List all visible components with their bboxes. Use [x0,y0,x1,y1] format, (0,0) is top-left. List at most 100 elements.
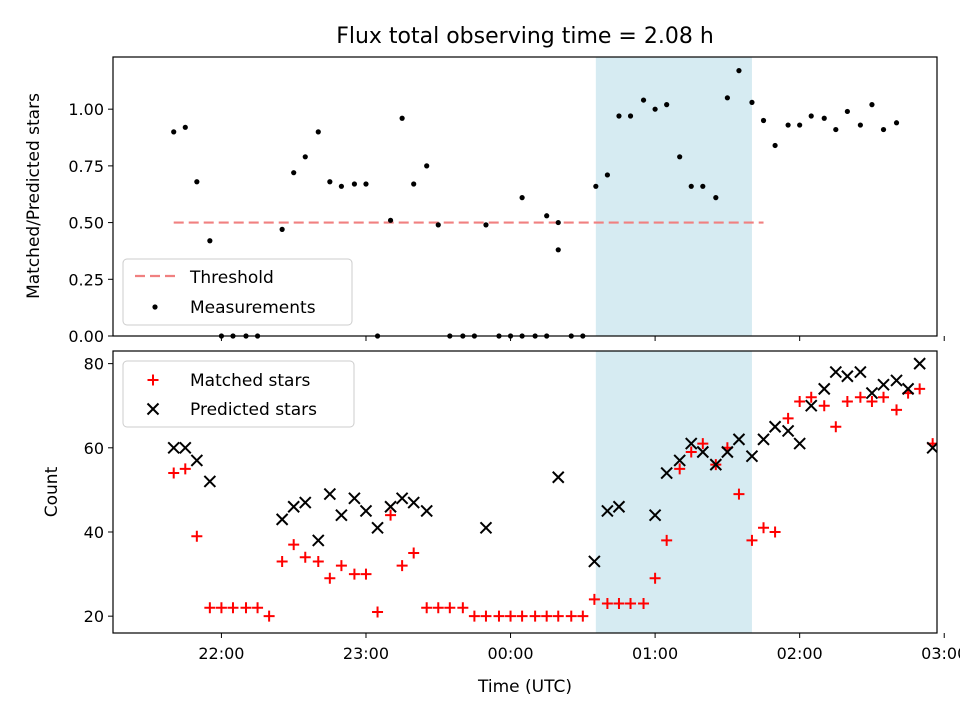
measurement-point [808,113,814,119]
matched-star-point [674,463,686,475]
measurement-point [279,226,285,232]
predicted-star-point [793,437,806,450]
measurement-point [749,99,755,105]
measurement-point [677,154,683,160]
measurement-point [519,195,525,201]
measurement-point [844,108,850,115]
predicted-star-point [829,365,843,379]
predicted-star-point [648,508,662,522]
measurement-point [713,195,719,201]
legend-predicted-swatch [146,402,160,416]
y-tick-label: 60 [84,439,104,458]
matched-star-point [758,522,770,534]
series-layer [167,357,937,622]
matched-star-point [299,551,311,563]
matched-star-point [252,602,264,614]
measurement-point [593,183,599,189]
measurement-point [857,122,863,128]
measurement-point [182,124,188,130]
bottom-legend: Matched stars Predicted stars [122,360,355,428]
predicted-star-point [479,521,493,534]
matched-star-point [288,539,300,551]
legend-predicted-label: Predicted stars [190,400,317,420]
predicted-star-point [552,471,565,484]
matched-star-point [372,606,384,618]
matched-star-point [276,555,288,567]
matched-star-point [649,572,661,584]
measurement-point [627,113,634,119]
measurement-point [724,95,730,101]
measurement-point [338,183,345,189]
legend-matched-label: Matched stars [190,371,310,391]
matched-star-point [191,530,203,542]
predicted-star-point [721,445,734,459]
predicted-star-point [179,441,192,455]
matched-star-point [457,602,469,614]
predicted-star-point [275,513,289,526]
matched-star-point [782,412,794,424]
legend-matched-swatch [147,374,159,386]
measurement-point [544,213,550,219]
y-tick-label: 80 [84,355,104,374]
predicted-star-point [696,445,710,459]
predicted-star-point [781,424,795,438]
measurement-point [893,120,900,126]
predicted-star-point [685,437,698,450]
measurement-point [315,129,321,135]
y-tick-label: 0.25 [68,270,104,289]
legend-threshold-label: Threshold [189,268,274,288]
measurement-point [785,122,791,128]
predicted-star-point [395,492,409,505]
measurement-point [351,181,358,187]
predicted-star-point [901,382,915,396]
matched-star-point [891,404,903,416]
matched-star-point [601,598,613,610]
legend-box [122,360,355,428]
matched-star-point [227,602,239,614]
matched-star-point [444,602,456,614]
chart-title: Flux total observing time = 2.08 h [336,24,714,49]
matched-star-point [685,446,697,458]
predicted-star-point [371,521,384,534]
matched-star-point [565,610,577,622]
y-tick-label: 0.75 [68,157,104,176]
predicted-star-point [203,475,217,488]
matched-star-point [577,610,589,622]
y-tick-label: 40 [84,523,104,542]
matched-star-point [480,610,492,622]
measurement-point [760,117,767,124]
measurement-point [302,154,308,160]
predicted-star-point [299,496,312,509]
predicted-star-point [745,450,759,463]
predicted-star-point [890,374,903,387]
predicted-star-point [673,454,686,467]
measurement-point [880,126,887,133]
matched-star-point [866,396,878,408]
x-tick-label: 02:00 [777,644,823,663]
matched-star-point [830,421,842,433]
predicted-star-point [877,378,890,391]
measurement-point [736,68,742,74]
matched-star-point [263,610,275,622]
measurement-point [555,247,561,253]
predicted-star-point [312,534,325,547]
top-panel: 0.00 0.25 0.50 0.75 1.00 Threshold Measurement… [68,56,945,346]
predicted-star-point [167,441,180,455]
legend-measurement-swatch [152,304,158,310]
measurement-point [797,122,803,128]
matched-star-point [529,610,541,622]
predicted-star-point [732,433,746,446]
matched-star-point [421,602,433,614]
matched-star-point [854,391,866,403]
matched-star-point [613,598,625,610]
measurement-point [604,172,611,178]
predicted-star-point [588,555,601,568]
measurement-point [399,115,405,121]
predicted-star-point [757,433,770,446]
measurement-point [207,238,213,244]
measurement-point [640,97,647,103]
observing-window-band [595,351,752,633]
matched-star-point [335,560,347,572]
matched-star-point [312,555,324,567]
